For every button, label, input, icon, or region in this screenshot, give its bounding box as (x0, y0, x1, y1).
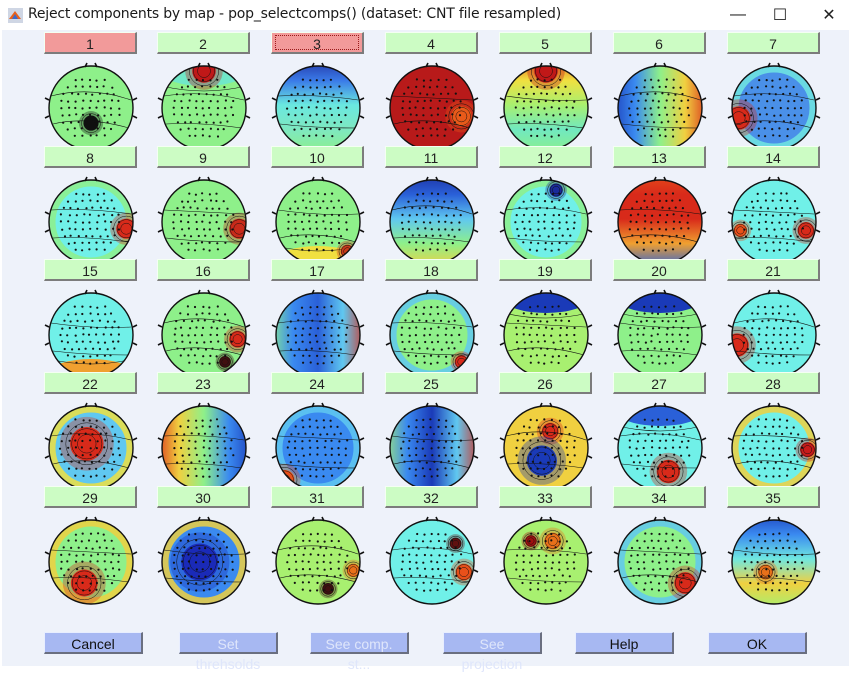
component-button-31[interactable]: 31 (271, 486, 364, 508)
component-map-17[interactable] (268, 283, 368, 381)
component-map-11[interactable] (382, 170, 482, 268)
component-map-5[interactable] (496, 56, 596, 154)
component-button-10[interactable]: 10 (271, 146, 364, 168)
component-map-1[interactable] (41, 56, 141, 154)
component-map-32[interactable] (382, 510, 482, 608)
minimize-button[interactable]: — (715, 0, 761, 30)
component-map-16[interactable] (154, 283, 254, 381)
component-map-4[interactable] (382, 56, 482, 154)
component-button-22[interactable]: 22 (44, 372, 137, 394)
component-button-26[interactable]: 26 (499, 372, 592, 394)
component-map-6[interactable] (610, 56, 710, 154)
see-comp-stats-button[interactable]: See comp. st... (310, 632, 409, 672)
component-map-15[interactable] (41, 283, 141, 381)
component-map-27[interactable] (610, 396, 710, 494)
help-button[interactable]: Help (575, 632, 674, 654)
component-button-17[interactable]: 17 (271, 259, 364, 281)
component-map-34[interactable] (610, 510, 710, 608)
component-map-18[interactable] (382, 283, 482, 381)
component-button-29[interactable]: 29 (44, 486, 137, 508)
component-button-14[interactable]: 14 (727, 146, 820, 168)
close-button[interactable]: ✕ (806, 0, 852, 30)
maximize-icon: ☐ (772, 7, 788, 24)
cancel-button[interactable]: Cancel (44, 632, 143, 654)
component-map-10[interactable] (268, 170, 368, 268)
component-button-5[interactable]: 5 (499, 32, 592, 54)
maximize-button[interactable]: ☐ (757, 0, 803, 30)
component-grid-panel: 1 2 3 4 5 6 7 8 9 10 11 12 13 14 15 16 17 18 19 20 21 22 23 24 2… (2, 30, 849, 672)
component-button-2[interactable]: 2 (157, 32, 250, 54)
component-button-32[interactable]: 32 (385, 486, 478, 508)
component-button-21[interactable]: 21 (727, 259, 820, 281)
component-button-25[interactable]: 25 (385, 372, 478, 394)
component-map-12[interactable] (496, 170, 596, 268)
component-map-29[interactable] (41, 510, 141, 608)
component-button-8[interactable]: 8 (44, 146, 137, 168)
component-map-19[interactable] (496, 283, 596, 381)
component-button-24[interactable]: 24 (271, 372, 364, 394)
ok-button[interactable]: OK (708, 632, 807, 654)
component-map-13[interactable] (610, 170, 710, 268)
component-button-15[interactable]: 15 (44, 259, 137, 281)
component-button-4[interactable]: 4 (385, 32, 478, 54)
component-button-28[interactable]: 28 (727, 372, 820, 394)
component-button-13[interactable]: 13 (613, 146, 706, 168)
component-map-21[interactable] (724, 283, 824, 381)
component-map-3[interactable] (268, 56, 368, 154)
component-map-2[interactable] (154, 56, 254, 154)
component-button-20[interactable]: 20 (613, 259, 706, 281)
component-map-35[interactable] (724, 510, 824, 608)
component-button-34[interactable]: 34 (613, 486, 706, 508)
component-button-35[interactable]: 35 (727, 486, 820, 508)
component-button-23[interactable]: 23 (157, 372, 250, 394)
component-button-16[interactable]: 16 (157, 259, 250, 281)
component-map-9[interactable] (154, 170, 254, 268)
component-map-7[interactable] (724, 56, 824, 154)
title-bar: Reject components by map - pop_selectcom… (0, 0, 853, 30)
see-projection-button[interactable]: See projection (443, 632, 542, 672)
component-map-23[interactable] (154, 396, 254, 494)
component-button-1[interactable]: 1 (44, 32, 137, 54)
component-button-12[interactable]: 12 (499, 146, 592, 168)
component-button-33[interactable]: 33 (499, 486, 592, 508)
component-button-11[interactable]: 11 (385, 146, 478, 168)
component-map-26[interactable] (496, 396, 596, 494)
component-map-8[interactable] (41, 170, 141, 268)
component-map-33[interactable] (496, 510, 596, 608)
component-map-22[interactable] (41, 396, 141, 494)
component-map-14[interactable] (724, 170, 824, 268)
component-button-19[interactable]: 19 (499, 259, 592, 281)
component-button-18[interactable]: 18 (385, 259, 478, 281)
component-button-30[interactable]: 30 (157, 486, 250, 508)
component-button-7[interactable]: 7 (727, 32, 820, 54)
component-button-3[interactable]: 3 (271, 32, 364, 54)
component-map-20[interactable] (610, 283, 710, 381)
component-button-6[interactable]: 6 (613, 32, 706, 54)
close-icon: ✕ (822, 7, 836, 24)
set-thresholds-button[interactable]: Set threhsolds (179, 632, 278, 672)
component-button-9[interactable]: 9 (157, 146, 250, 168)
matlab-icon (8, 8, 23, 23)
component-button-27[interactable]: 27 (613, 372, 706, 394)
component-map-30[interactable] (154, 510, 254, 608)
minimize-icon: — (730, 6, 746, 23)
component-map-25[interactable] (382, 396, 482, 494)
window-title: Reject components by map - pop_selectcom… (28, 6, 561, 22)
component-map-28[interactable] (724, 396, 824, 494)
component-map-31[interactable] (268, 510, 368, 608)
component-map-24[interactable] (268, 396, 368, 494)
